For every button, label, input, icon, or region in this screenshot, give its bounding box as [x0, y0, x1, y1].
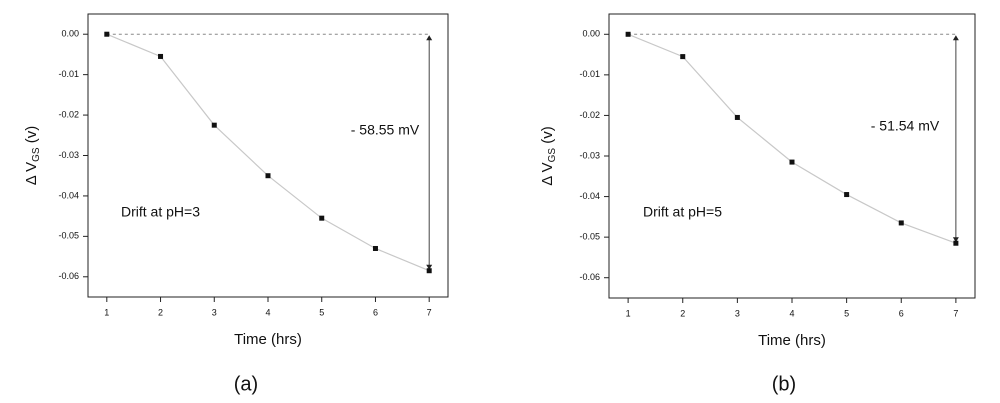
- y-tick-label: 0.00: [61, 29, 79, 39]
- data-point: [319, 215, 325, 221]
- y-tick-label: -0.01: [58, 69, 79, 79]
- y-axis-label: Δ VGS (v): [23, 126, 42, 186]
- data-point: [265, 173, 271, 179]
- y-tick-label: -0.02: [58, 109, 79, 119]
- panel-caption: (a): [234, 373, 258, 395]
- data-point: [426, 268, 432, 274]
- x-tick-label: 1: [626, 308, 631, 318]
- x-tick-label: 3: [212, 307, 217, 317]
- plot-frame: [608, 13, 976, 299]
- x-tick-label: 6: [899, 308, 904, 318]
- plot-frame: [87, 13, 449, 298]
- y-tick-label: -0.06: [58, 271, 79, 281]
- x-tick-label: 5: [319, 307, 324, 317]
- x-tick-label: 3: [735, 308, 740, 318]
- data-point: [953, 240, 959, 246]
- y-tick-label: -0.01: [579, 69, 600, 79]
- x-tick-label: 2: [680, 308, 685, 318]
- arrow-head: [426, 264, 433, 270]
- x-axis-label: Time (hrs): [234, 331, 302, 348]
- y-tick-label: -0.05: [58, 231, 79, 241]
- x-tick-label: 2: [158, 307, 163, 317]
- x-tick-label: 4: [789, 308, 794, 318]
- data-point: [625, 31, 631, 37]
- annotation: - 58.55 mV: [351, 122, 420, 138]
- data-point: [372, 245, 378, 251]
- y-tick-label: -0.04: [58, 190, 79, 200]
- x-tick-label: 7: [427, 307, 432, 317]
- data-line: [106, 33, 430, 272]
- arrow-head: [426, 35, 433, 41]
- arrow-head: [952, 35, 959, 41]
- y-tick-label: -0.03: [58, 150, 79, 160]
- data-point: [158, 53, 164, 59]
- x-tick-label: 6: [373, 307, 378, 317]
- y-tick-label: -0.05: [579, 232, 600, 242]
- y-axis-label-part: Δ V: [539, 162, 556, 185]
- y-axis-label-part: Δ V: [23, 162, 40, 185]
- y-axis-label-part: (v): [23, 126, 40, 148]
- y-axis-label: Δ VGS (v): [539, 126, 558, 186]
- x-tick-label: 5: [844, 308, 849, 318]
- x-tick-label: 4: [265, 307, 270, 317]
- annotation: - 51.54 mV: [871, 118, 940, 134]
- data-point: [898, 220, 904, 226]
- data-point: [734, 114, 740, 120]
- x-tick-label: 1: [104, 307, 109, 317]
- y-tick-label: -0.06: [579, 272, 600, 282]
- y-tick-label: -0.04: [579, 191, 600, 201]
- y-axis-label-part: GS: [547, 148, 558, 163]
- annotation: Drift at pH=3: [121, 204, 200, 220]
- y-tick-label: -0.02: [579, 110, 600, 120]
- data-point: [844, 192, 850, 198]
- arrow-head: [952, 237, 959, 243]
- data-point: [211, 122, 217, 128]
- y-axis-label-part: GS: [31, 147, 42, 162]
- y-tick-label: -0.03: [579, 150, 600, 160]
- data-point: [104, 31, 110, 37]
- data-point: [680, 54, 686, 60]
- annotation: Drift at pH=5: [643, 204, 722, 220]
- x-tick-label: 7: [953, 308, 958, 318]
- panel-caption: (b): [772, 373, 796, 395]
- y-axis-label-part: (v): [539, 126, 556, 148]
- x-axis-label: Time (hrs): [758, 332, 826, 349]
- y-tick-label: 0.00: [582, 29, 600, 39]
- data-point: [789, 159, 795, 165]
